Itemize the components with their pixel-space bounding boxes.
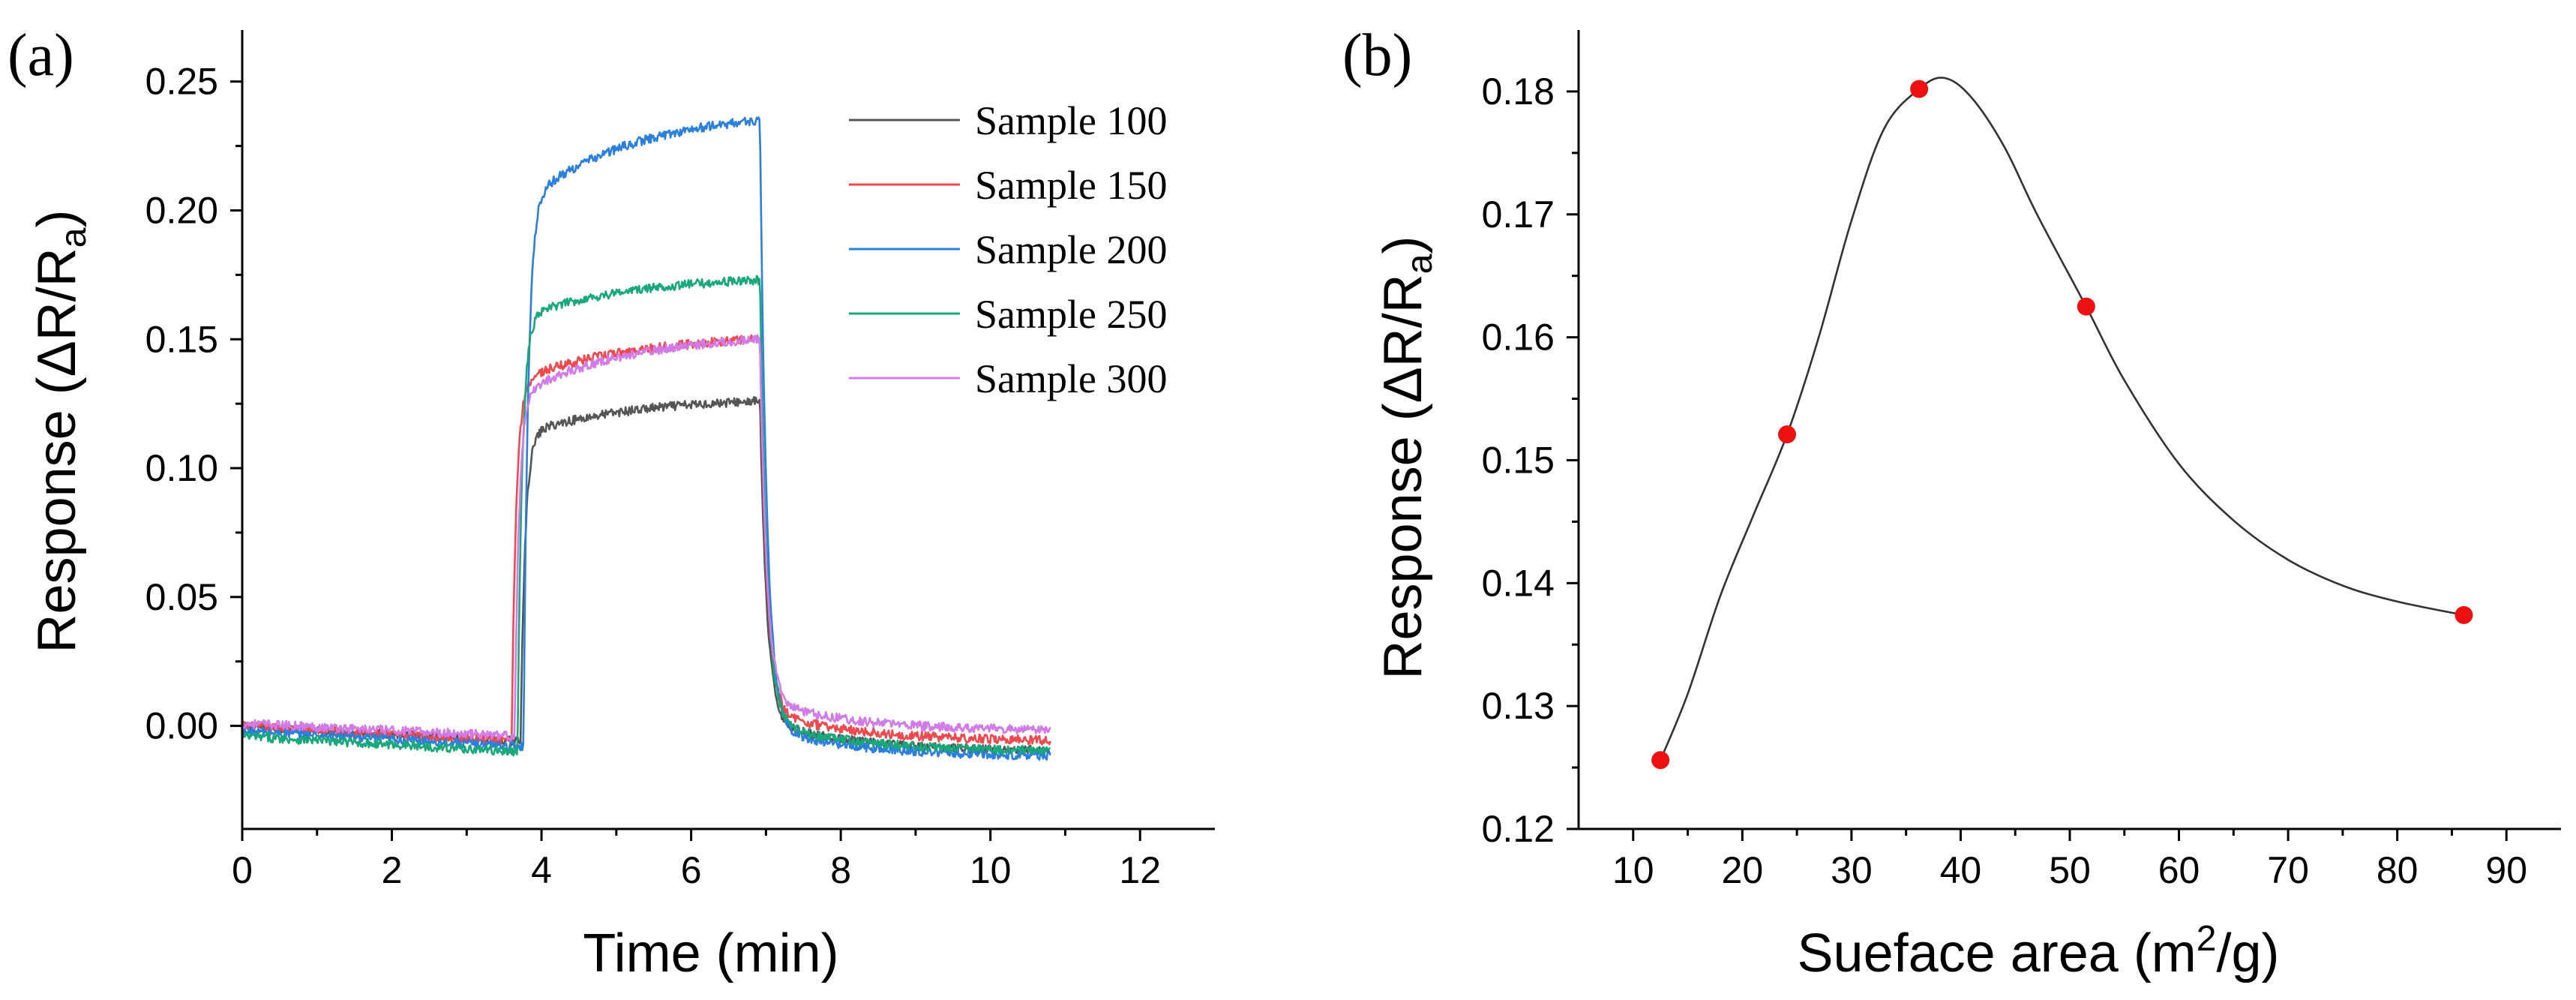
- panel-b-x-tick-label: 10: [1612, 849, 1654, 891]
- panel-b-data-point: [1651, 751, 1670, 770]
- panel-b-data-point: [2455, 605, 2473, 624]
- panel-a-x-tick-label: 12: [1119, 849, 1161, 891]
- panel-a-ylabel-suffix: ): [27, 210, 87, 228]
- panel-b-y-tick-label: 0.12: [1482, 808, 1555, 850]
- panel-a-legend-label: Sample 150: [975, 163, 1167, 208]
- panel-a-legend-label: Sample 300: [975, 356, 1167, 401]
- panel-b-x-tick-label: 70: [2267, 849, 2309, 891]
- panel-b-ylabel-sub: a: [1400, 254, 1440, 274]
- panel-a-legend-label: Sample 200: [975, 227, 1167, 272]
- panel-b-x-tick-label: 40: [1940, 849, 1982, 891]
- panel-b-fit-group: [1659, 77, 2464, 761]
- panel-b-xlabel-suffix: /g): [2216, 923, 2279, 983]
- panel-b-ylabel-suffix: ): [1373, 236, 1433, 254]
- panel-a-y-tick-label: 0.10: [145, 447, 218, 489]
- panel-a: (a) Response (ΔR/Ra) Time (min) 0 2 4 6 8 10 1…: [7, 23, 1215, 983]
- panel-b-xlabel: Sueface area (m2/g): [1798, 919, 2280, 983]
- panel-b-label: (b): [1342, 23, 1412, 89]
- panel-b-xlabel-prefix: Sueface area (m: [1798, 923, 2197, 983]
- panel-b-x-tick-label: 90: [2485, 849, 2527, 891]
- panel-b-axes: 10 20 30 40 50 60 70 80 90 0.12 0.13 0.14 0.15 0.16 0.…: [1482, 30, 2561, 891]
- panel-b-ylabel: Response (ΔR/Ra): [1373, 236, 1440, 680]
- panel-b-y-tick-label: 0.13: [1482, 685, 1555, 727]
- panel-b-y-tick-label: 0.15: [1482, 439, 1555, 481]
- panel-b-data-point: [1778, 425, 1797, 444]
- panel-b-xlabel-sup: 2: [2197, 919, 2217, 959]
- panel-b-x-tick-label: 60: [2158, 849, 2200, 891]
- panel-a-ylabel-prefix: Response (ΔR/R: [27, 248, 87, 653]
- panel-a-y-tick-label: 0.05: [145, 576, 218, 618]
- panel-a-series-group: [241, 116, 1051, 761]
- panel-b-ylabel-prefix: Response (ΔR/R: [1373, 274, 1433, 679]
- panel-a-series-line: [241, 334, 1051, 746]
- panel-b-y-tick-label: 0.18: [1482, 71, 1555, 113]
- panel-a-y-tick-label: 0.15: [145, 318, 218, 360]
- panel-b-data-point: [1910, 80, 1929, 98]
- panel-b-x-tick-label: 50: [2049, 849, 2091, 891]
- panel-a-x-tick-label: 4: [531, 849, 552, 891]
- panel-a-legend-label: Sample 100: [975, 98, 1167, 143]
- panel-a-x-tick-label: 10: [970, 849, 1012, 891]
- panel-a-legend: Sample 100 Sample 150 Sample 200 Sample 250…: [849, 98, 1167, 401]
- panel-a-label: (a): [7, 23, 74, 89]
- panel-a-legend-label: Sample 250: [975, 292, 1167, 337]
- panel-b-x-tick-label: 20: [1722, 849, 1764, 891]
- panel-a-x-tick-label: 0: [232, 849, 253, 891]
- panel-a-ylabel: Response (ΔR/Ra): [27, 210, 94, 653]
- panel-b-y-tick-label: 0.14: [1482, 562, 1555, 604]
- panel-a-y-tick-label: 0.00: [145, 705, 218, 747]
- panel-b-points-group: [1651, 80, 2473, 770]
- panel-a-series-line: [241, 334, 1051, 742]
- panel-a-y-tick-label: 0.25: [145, 61, 218, 103]
- panel-b: (b) Response (ΔR/Ra) Sueface area (m2/g)…: [1342, 23, 2561, 983]
- panel-a-series-line: [241, 395, 1051, 755]
- panel-a-axes: 0 2 4 6 8 10 12 0.00 0.05 0.10 0.15 0.20 0.25: [145, 30, 1215, 891]
- panel-b-data-point: [2077, 297, 2095, 316]
- panel-a-y-tick-label: 0.20: [145, 189, 218, 231]
- panel-a-x-tick-label: 2: [382, 849, 403, 891]
- panel-a-x-tick-label: 6: [681, 849, 702, 891]
- panel-a-x-tick-label: 8: [830, 849, 851, 891]
- panel-a-ylabel-sub: a: [54, 227, 94, 248]
- panel-b-y-tick-label: 0.17: [1482, 194, 1555, 236]
- panel-a-series-line: [241, 275, 1051, 757]
- panel-b-x-tick-label: 80: [2377, 849, 2419, 891]
- panel-a-series-line: [241, 116, 1051, 761]
- panel-b-fit-curve: [1659, 77, 2464, 761]
- panel-b-y-tick-label: 0.16: [1482, 317, 1555, 359]
- panel-a-xlabel: Time (min): [583, 923, 838, 983]
- panel-b-x-tick-label: 30: [1831, 849, 1873, 891]
